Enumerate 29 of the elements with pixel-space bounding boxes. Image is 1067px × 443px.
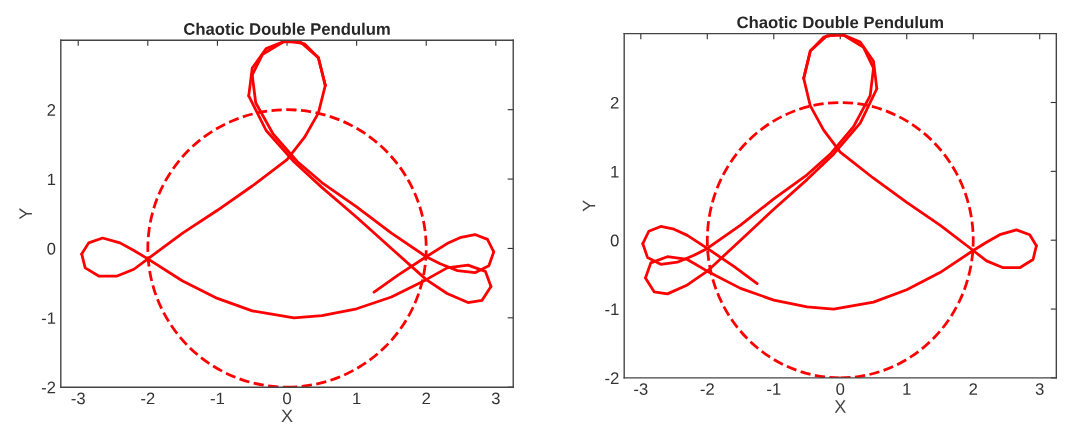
y-tick-label: 1 [47, 173, 56, 186]
y-axis-title: Y [582, 200, 596, 212]
x-tick-label: -3 [634, 383, 648, 395]
y-tick-label: 2 [47, 104, 56, 116]
chart-title: Chaotic Double Pendulum [184, 22, 390, 35]
y-tick-label: 2 [610, 96, 619, 109]
x-tick-label: 1 [903, 383, 911, 395]
x-tick-label: -2 [700, 383, 714, 395]
x-tick-label: 2 [422, 392, 431, 405]
x-tick-label: -2 [141, 392, 155, 405]
y-tick-label: -1 [605, 303, 619, 316]
x-tick-label: 0 [283, 392, 292, 405]
x-tick-label: 0 [836, 383, 845, 395]
x-tick-label: 2 [969, 383, 978, 395]
x-tick-label: 3 [491, 392, 500, 405]
y-tick-label: -1 [41, 312, 56, 324]
y-tick-label: 1 [611, 165, 619, 178]
y-axis-title: Y [19, 208, 32, 220]
x-tick-label: -1 [767, 383, 781, 395]
x-axis-title: X [281, 409, 293, 423]
x-tick-label: -3 [71, 392, 85, 405]
chart-title: Chaotic Double Pendulum [737, 16, 943, 29]
x-tick-label: -1 [210, 392, 225, 405]
y-tick-label: -2 [605, 372, 619, 384]
x-axis-title: X [834, 400, 846, 413]
x-tick-label: 3 [1035, 383, 1044, 395]
y-tick-label: 0 [47, 242, 56, 255]
y-tick-label: 0 [610, 234, 619, 247]
x-tick-label: 1 [353, 392, 361, 405]
